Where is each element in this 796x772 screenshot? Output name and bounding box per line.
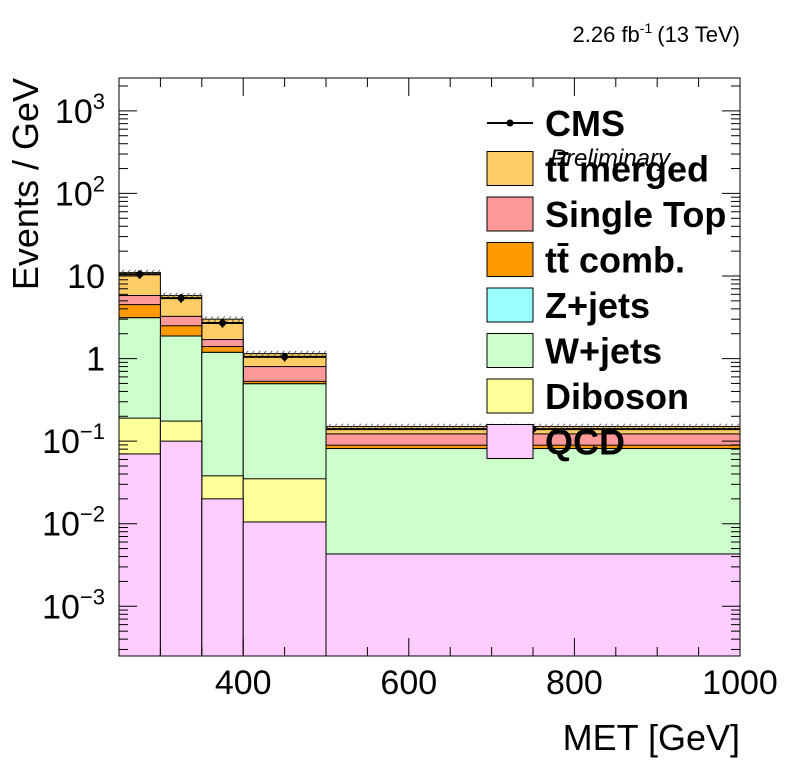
legend-item-qcd: QCD [486, 422, 625, 463]
x-tick-label-600: 600 [380, 664, 437, 702]
x-tick-label-400: 400 [215, 664, 272, 702]
legend-label-tt-comb: tt̄ comb. [545, 240, 685, 281]
data-point-1 [160, 294, 202, 303]
legend-label-single-top: Single Top [545, 194, 726, 235]
legend-item-tt-merged: tt̄ merged [486, 149, 709, 190]
luminosity-label: 2.26 fb-1 (13 TeV) [573, 20, 740, 47]
data-point-2 [201, 318, 244, 328]
preliminary-label: Preliminary [550, 145, 672, 172]
axis-ticks [118, 78, 741, 656]
y-tick-label-5: 10−2 [42, 502, 105, 544]
bar-qcd-bin-3 [242, 521, 327, 657]
legend-item-diboson: Diboson [486, 376, 689, 417]
legend-item-z-jets: Z+jets [486, 285, 650, 326]
legend-label-z-jets: Z+jets [545, 285, 650, 326]
legend-item-cms: CMS [487, 103, 625, 144]
y-tick-label-6: 10−3 [42, 584, 105, 626]
x-tick-labels: 400 600 800 1000 [215, 664, 778, 702]
bar-qcd-bin-2 [201, 498, 244, 657]
x-tick-label-800: 800 [546, 664, 603, 702]
x-tick-label-1000: 1000 [702, 664, 778, 702]
data-point-3 [243, 352, 326, 362]
y-axis-title: Events / GeV [5, 78, 46, 290]
legend-label-qcd: QCD [545, 422, 625, 463]
bar-qcd-bin-4 [325, 553, 741, 657]
y-tick-label-4: 10−1 [42, 419, 105, 461]
legend-label-w-jets: W+jets [545, 331, 662, 372]
legend-item-w-jets: W+jets [486, 331, 662, 372]
y-tick-label-0: 103 [55, 89, 105, 131]
bar-qcd-bin-1 [159, 440, 203, 657]
legend-item-tt-comb: tt̄ comb. [486, 240, 685, 281]
stacked-histogram [118, 272, 741, 657]
y-tick-label-1: 102 [55, 171, 105, 213]
uncertainty-hatch-bin-3 [242, 350, 327, 357]
data-point-0 [119, 270, 161, 279]
bar-qcd-bin-0 [118, 453, 161, 657]
legend-label-diboson: Diboson [545, 376, 689, 417]
y-tick-label-3: 1 [86, 341, 105, 379]
legend-item-single-top: Single Top [486, 194, 726, 235]
legend-label-tt-merged: tt̄ merged [545, 149, 709, 190]
legend-label-cms: CMS [545, 103, 625, 144]
y-tick-label-2: 10 [67, 258, 105, 296]
x-axis-title: MET [GeV] [563, 717, 740, 758]
